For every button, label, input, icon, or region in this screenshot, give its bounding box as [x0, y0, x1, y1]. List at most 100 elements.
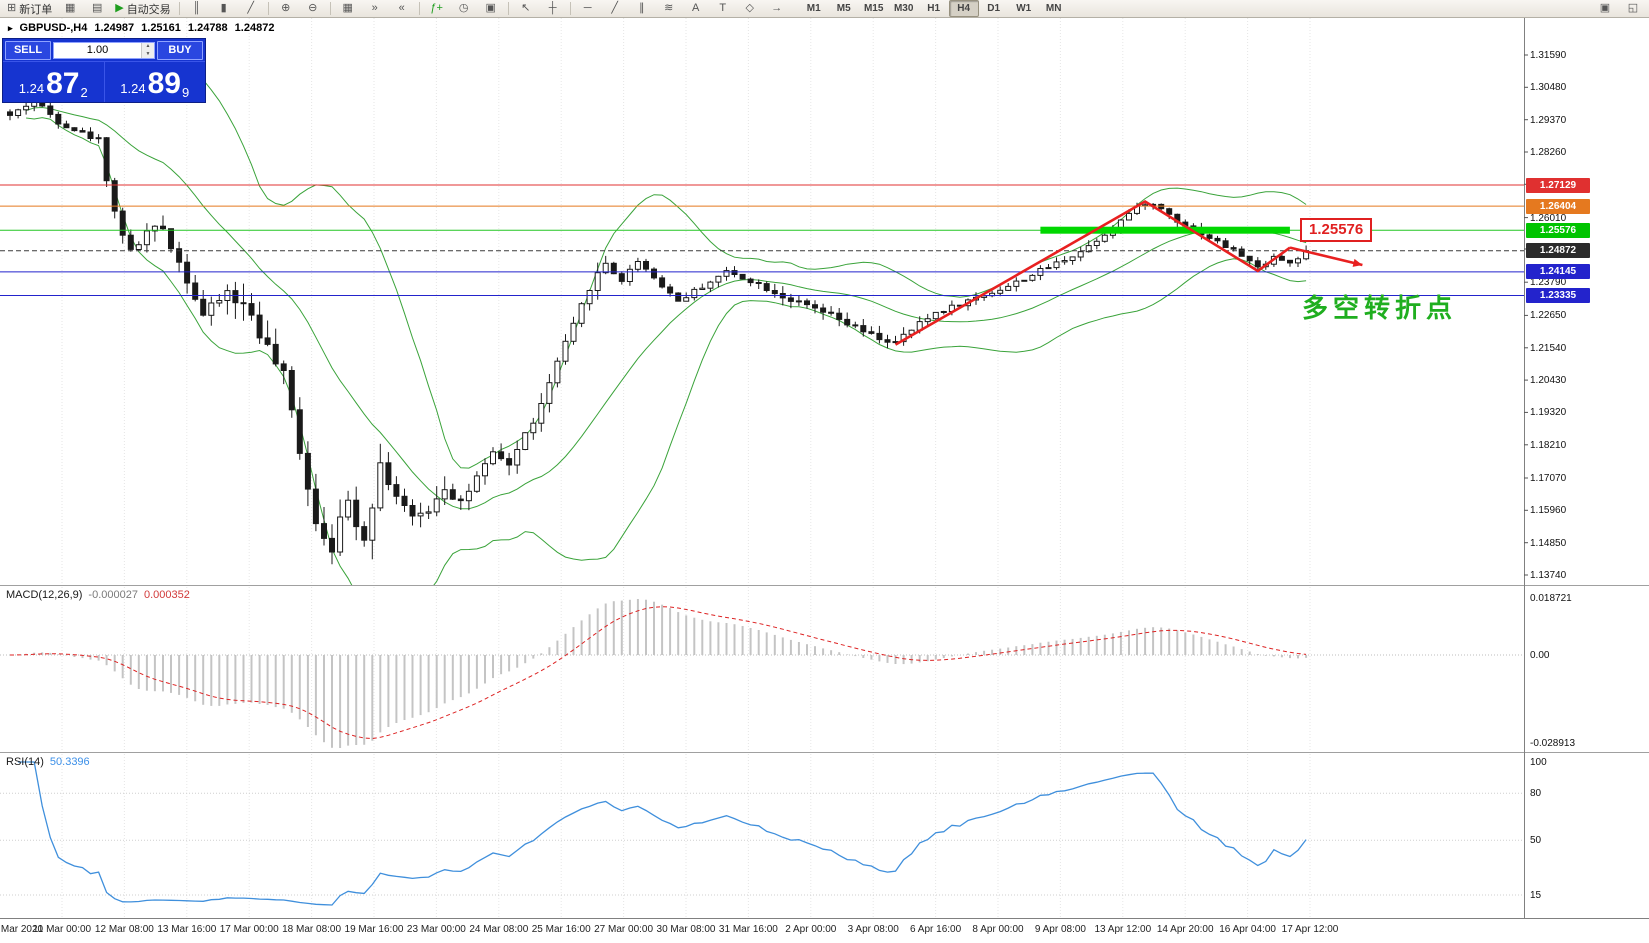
toolbar: ⊞ 新订单 ▦ ▤ ▶ 自动交易 ║ ▮ ╱ ⊕ ⊖ ▦ » « ƒ+ ◷ ▣ ↖ ┼ ─ ╱ ∥ ≋ A T ◇ → M1 M5 M1…	[0, 0, 1649, 18]
sell-price-pips: 87	[46, 67, 80, 100]
autotrading-button[interactable]: ▶ 自动交易	[111, 0, 174, 18]
symbol-name: GBPUSD-,H4	[19, 22, 88, 34]
ohlc-open: 1.24987	[94, 22, 135, 34]
toolbar-separator	[418, 2, 420, 15]
new-order-icon: ⊞	[7, 2, 17, 14]
trendline-icon: ╱	[611, 2, 618, 14]
arrange-windows-button[interactable]: ▣	[1592, 0, 1618, 18]
text-icon: A	[692, 2, 700, 14]
candlestick-button[interactable]: ▮	[211, 0, 237, 18]
buy-price[interactable]: 1.24 89 9	[105, 62, 206, 102]
rsi-indicator-label: RSI(14) 50.3396	[6, 756, 90, 768]
volume-stepper[interactable]: 1.00 ▲ ▼	[53, 41, 155, 59]
periods-button[interactable]: ◷	[451, 0, 477, 18]
arrow-tool-button[interactable]: →	[764, 0, 790, 18]
buy-price-point: 9	[181, 85, 190, 100]
annotation-chinese-text: 多空转折点	[1302, 293, 1458, 323]
macd-main-value: -0.000027	[88, 589, 138, 601]
sell-price[interactable]: 1.24 87 2	[3, 62, 104, 102]
timeframe-M5-button[interactable]: M5	[836, 3, 851, 14]
cursor-icon: ↖	[521, 2, 531, 14]
text-button[interactable]: A	[683, 0, 709, 18]
volume-spinner[interactable]: ▲ ▼	[141, 42, 154, 58]
timeframe-W1-button[interactable]: W1	[1016, 3, 1032, 14]
zoom-out-icon: ⊖	[308, 2, 318, 14]
volume-value[interactable]: 1.00	[86, 44, 109, 56]
cursor-button[interactable]: ↖	[513, 0, 539, 18]
indicators-icon: ƒ+	[430, 2, 443, 14]
annotation-price-label: 1.25576	[1300, 218, 1373, 243]
timeframe-H1-button[interactable]: H1	[927, 3, 941, 14]
arrow-tool-icon: →	[771, 2, 783, 14]
line-chart-icon: ╱	[247, 2, 254, 14]
charts-icon: ▦	[65, 2, 76, 14]
volume-down-icon[interactable]: ▼	[142, 50, 154, 58]
chart-shift-button[interactable]: «	[389, 0, 415, 18]
grid-button[interactable]: ▦	[335, 0, 361, 18]
charts-button[interactable]: ▦	[57, 0, 83, 18]
fibonacci-icon: ≋	[664, 2, 674, 14]
crosshair-button[interactable]: ┼	[540, 0, 566, 18]
ohlc-high: 1.25161	[141, 22, 181, 34]
one-click-trading-panel: SELL 1.00 ▲ ▼ BUY 1.24 87 2 1.24 89 9	[2, 38, 206, 103]
zoom-in-icon: ⊕	[281, 2, 291, 14]
rsi-name: RSI(14)	[6, 756, 44, 768]
macd-panel	[0, 599, 1524, 748]
rsi-value: 50.3396	[49, 756, 90, 768]
toolbar-separator	[178, 2, 180, 15]
main-price-panel	[0, 49, 1524, 585]
buy-price-prefix: 1.24	[120, 81, 146, 96]
indicators-button[interactable]: ƒ+	[424, 0, 450, 18]
ohlc-low: 1.24788	[187, 22, 228, 34]
profiles-button[interactable]: ▤	[84, 0, 110, 18]
ohlc-close: 1.24872	[234, 22, 275, 34]
zoom-in-button[interactable]: ⊕	[273, 0, 299, 18]
timeframe-H4-button[interactable]: H4	[948, 0, 979, 17]
symbol-marker-icon: ▸	[8, 22, 13, 33]
line-chart-button[interactable]: ╱	[238, 0, 264, 18]
arrange-windows-icon: ▣	[1599, 2, 1611, 14]
trendline-button[interactable]: ╱	[602, 0, 628, 18]
templates-button[interactable]: ▣	[478, 0, 504, 18]
fullscreen-button[interactable]: ◱	[1620, 0, 1646, 18]
timeframe-M1-button[interactable]: M1	[806, 3, 821, 14]
timeframe-M30-button[interactable]: M30	[893, 3, 914, 14]
label-button[interactable]: T	[710, 0, 736, 18]
buy-price-pips: 89	[147, 67, 181, 100]
zoom-out-button[interactable]: ⊖	[300, 0, 326, 18]
toolbar-separator	[507, 2, 509, 15]
panel-splitter-rsi[interactable]	[0, 750, 1649, 754]
hline-button[interactable]: ─	[575, 0, 601, 18]
macd-indicator-label: MACD(12,26,9) -0.000027 0.000352	[6, 589, 190, 601]
macd-signal-value: 0.000352	[143, 589, 190, 601]
buy-button[interactable]: BUY	[157, 40, 203, 60]
fibonacci-button[interactable]: ≋	[656, 0, 682, 18]
toolbar-separator	[267, 2, 269, 15]
auto-scroll-button[interactable]: »	[362, 0, 388, 18]
shapes-icon: ◇	[745, 2, 754, 14]
volume-up-icon[interactable]: ▲	[142, 42, 154, 50]
shapes-button[interactable]: ◇	[737, 0, 763, 18]
price-divider	[103, 62, 105, 102]
gridlines	[61, 18, 1311, 918]
profiles-icon: ▤	[92, 2, 103, 14]
toolbar-separator	[329, 2, 331, 15]
timeframe-D1-button[interactable]: D1	[987, 3, 1001, 14]
new-order-button[interactable]: ⊞ 新订单	[3, 0, 56, 18]
new-order-button-label: 新订单	[19, 3, 53, 16]
symbol-header: ▸ GBPUSD-,H4 1.24987 1.25161 1.24788 1.2…	[8, 22, 274, 34]
auto-scroll-icon: »	[371, 2, 378, 14]
panel-splitter-macd[interactable]	[0, 583, 1649, 587]
sell-button[interactable]: SELL	[5, 40, 51, 60]
sell-price-point: 2	[80, 85, 88, 100]
periods-icon: ◷	[458, 2, 469, 14]
bar-chart-button[interactable]: ║	[184, 0, 210, 18]
channel-button[interactable]: ∥	[629, 0, 655, 18]
timeframe-MN-button[interactable]: MN	[1045, 3, 1062, 14]
grid-icon: ▦	[342, 2, 353, 14]
chart-shift-icon: «	[398, 2, 405, 14]
chart-area[interactable]	[0, 18, 1524, 918]
timeframe-M15-button[interactable]: M15	[863, 3, 884, 14]
hline-icon: ─	[583, 2, 592, 14]
